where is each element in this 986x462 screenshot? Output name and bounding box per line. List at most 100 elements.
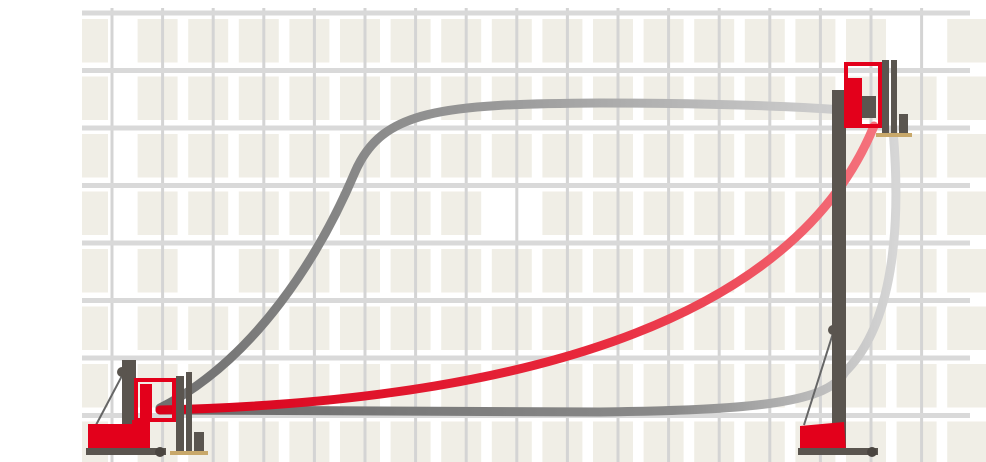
rack-cell [643, 134, 684, 178]
wheel [867, 447, 877, 457]
rack-cell [542, 76, 583, 120]
rack-cell [744, 134, 785, 178]
rack-cell [542, 134, 583, 178]
operator-seat [848, 78, 862, 124]
rack-cell [896, 249, 937, 293]
rack-cell [593, 134, 633, 178]
rack-cell [542, 19, 583, 63]
rack-cell [846, 249, 886, 293]
rack-cell [289, 306, 330, 350]
rack-cell [491, 249, 532, 293]
rack-cell [542, 191, 583, 235]
rack-cell [390, 306, 431, 350]
fork-mast [176, 376, 184, 454]
rack-cell [238, 134, 279, 178]
rack-cell [441, 19, 482, 63]
rack-cell [491, 134, 532, 178]
rack-cell [289, 19, 330, 63]
rack-cell [491, 19, 532, 63]
rack-cell [947, 19, 986, 63]
rack-cell [340, 19, 380, 63]
rack-cell [542, 364, 583, 408]
rack-cell [744, 306, 785, 350]
rack-cell [390, 134, 431, 178]
operator-seat [140, 384, 152, 418]
rack-cell [238, 191, 279, 235]
rack-cell [238, 19, 279, 63]
rack-cell [593, 191, 633, 235]
rack-cell [896, 134, 937, 178]
rack-cell [441, 306, 482, 350]
rack-cell [846, 421, 886, 462]
rack-cell [896, 76, 937, 120]
rack-cell [694, 421, 735, 462]
rack-cell [82, 364, 108, 408]
rack-cell [491, 76, 532, 120]
rack-cell [289, 191, 330, 235]
rack-cell [593, 421, 633, 462]
rack-cell [188, 191, 229, 235]
rack-cell [795, 249, 836, 293]
rack-cell [744, 421, 785, 462]
rack-cell [491, 421, 532, 462]
rack-cell [188, 306, 229, 350]
rack-cell [188, 134, 229, 178]
base [86, 448, 166, 455]
rack-cell [238, 364, 279, 408]
rack-cell [491, 306, 532, 350]
rack-cell [947, 421, 986, 462]
rack-cell [947, 191, 986, 235]
forklift-left [86, 360, 208, 457]
rack-cell [441, 134, 482, 178]
rack-cell [694, 76, 735, 120]
rack-cell [238, 249, 279, 293]
path-upper [155, 98, 847, 413]
rack-cell [947, 249, 986, 293]
rack-cell [188, 19, 229, 63]
rack-cell [593, 76, 633, 120]
rack-cell [340, 76, 380, 120]
rack-cell [795, 19, 836, 63]
rack-grid [82, 8, 986, 462]
wheel [155, 447, 165, 457]
rack-cell [238, 76, 279, 120]
rack-cell [643, 249, 684, 293]
rack-cell [137, 191, 178, 235]
base [798, 448, 878, 455]
rack-cell [593, 249, 633, 293]
rack-cell [694, 134, 735, 178]
rack-cell [744, 191, 785, 235]
rack-cell [795, 134, 836, 178]
rack-cell [846, 19, 886, 63]
rack-cell [744, 19, 785, 63]
rack-cell [82, 76, 108, 120]
rack-cell [441, 249, 482, 293]
mast [832, 90, 846, 452]
rack-cell [542, 249, 583, 293]
rack-cell [643, 191, 684, 235]
rack-cell [947, 76, 986, 120]
fork-mast [891, 60, 897, 136]
rack-cell [238, 421, 279, 462]
rack-cell [694, 306, 735, 350]
rack-cell [542, 306, 583, 350]
rack-cell [390, 19, 431, 63]
operator [862, 96, 876, 118]
rack-cell [289, 134, 330, 178]
rack-cell [188, 76, 229, 120]
rack-cell [643, 364, 684, 408]
rack-cell [82, 191, 108, 235]
rack-cell [694, 191, 735, 235]
forklift-right [798, 60, 912, 457]
rack-cell [896, 421, 937, 462]
pulley [828, 325, 838, 335]
rack-cell [947, 134, 986, 178]
rack-cell [82, 134, 108, 178]
rack-cell [643, 76, 684, 120]
mast-cable [95, 371, 125, 426]
mast-cable [803, 329, 835, 426]
rack-cell [896, 364, 937, 408]
rack-cell [340, 249, 380, 293]
